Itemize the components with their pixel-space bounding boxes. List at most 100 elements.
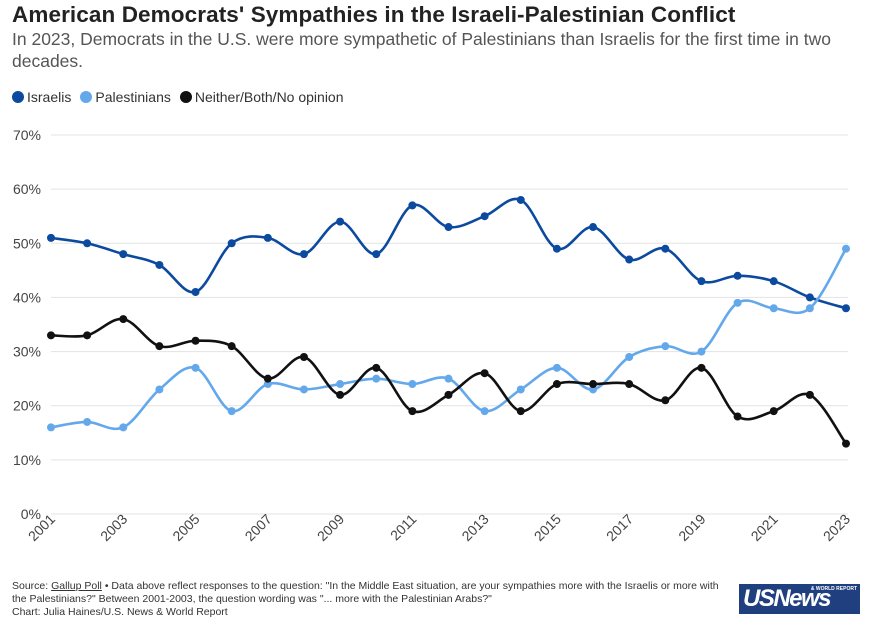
point-israelis-2018 bbox=[661, 244, 670, 253]
point-israelis-2009 bbox=[336, 217, 345, 226]
point-neither-2010 bbox=[372, 363, 381, 372]
x-tick-label: 2013 bbox=[458, 511, 491, 544]
point-neither-2009 bbox=[336, 390, 345, 399]
point-palestinians-2013 bbox=[480, 407, 489, 416]
chart-title: American Democrats' Sympathies in the Is… bbox=[12, 2, 736, 27]
point-israelis-2006 bbox=[227, 239, 236, 248]
point-israelis-2013 bbox=[480, 212, 489, 221]
point-neither-2012 bbox=[444, 390, 453, 399]
point-neither-2007 bbox=[263, 374, 272, 383]
point-palestinians-2009 bbox=[336, 380, 345, 389]
footer: Source: Gallup Poll • Data above reflect… bbox=[12, 580, 732, 619]
point-palestinians-2020 bbox=[733, 298, 742, 307]
point-neither-2014 bbox=[516, 407, 525, 416]
point-neither-2021 bbox=[769, 407, 778, 416]
legend-item-palestinians[interactable]: Palestinians bbox=[80, 89, 171, 105]
point-israelis-2022 bbox=[805, 293, 814, 302]
point-israelis-2015 bbox=[552, 244, 561, 253]
series-line-israelis bbox=[50, 197, 847, 310]
point-palestinians-2005 bbox=[191, 363, 200, 372]
y-tick-label: 10% bbox=[13, 452, 41, 468]
point-neither-2020 bbox=[733, 412, 742, 421]
point-neither-2002 bbox=[83, 331, 92, 340]
point-neither-2022 bbox=[805, 390, 814, 399]
point-israelis-2016 bbox=[589, 223, 598, 232]
line-chart: 0%10%20%30%40%50%60%70%2001 2003 2005 2007 2… bbox=[13, 127, 853, 544]
legend-item-israelis[interactable]: Israelis bbox=[12, 89, 71, 105]
point-palestinians-2022 bbox=[805, 304, 814, 313]
point-israelis-2008 bbox=[299, 250, 308, 259]
source-label: Source: bbox=[12, 580, 49, 592]
y-tick-label: 0% bbox=[21, 506, 41, 522]
legend-label-palestinians: Palestinians bbox=[95, 89, 171, 105]
y-tick-label: 70% bbox=[13, 127, 41, 143]
point-israelis-2011 bbox=[408, 201, 417, 210]
point-palestinians-2018 bbox=[661, 342, 670, 351]
point-israelis-2023 bbox=[842, 304, 850, 313]
point-neither-2004 bbox=[155, 342, 164, 351]
point-israelis-2020 bbox=[733, 271, 742, 280]
legend: Israelis Palestinians Neither/Both/No op… bbox=[12, 89, 353, 105]
point-palestinians-2008 bbox=[299, 385, 308, 394]
legend-label-israelis: Israelis bbox=[27, 89, 72, 105]
x-tick-label: 2003 bbox=[97, 511, 130, 544]
y-tick-label: 50% bbox=[13, 235, 41, 251]
logo-tagline: & WORLD REPORT bbox=[810, 586, 857, 592]
point-neither-2005 bbox=[191, 336, 200, 345]
point-palestinians-2023 bbox=[842, 244, 850, 253]
y-tick-label: 60% bbox=[13, 181, 41, 197]
point-israelis-2012 bbox=[444, 223, 453, 232]
x-tick-label: 2023 bbox=[820, 511, 853, 544]
point-israelis-2019 bbox=[697, 277, 706, 286]
point-palestinians-2002 bbox=[83, 417, 92, 426]
point-palestinians-2017 bbox=[625, 352, 634, 361]
y-tick-label: 30% bbox=[13, 344, 41, 360]
legend-swatch-israelis bbox=[12, 91, 24, 103]
point-neither-2016 bbox=[589, 380, 598, 389]
x-tick-label: 2011 bbox=[387, 511, 420, 544]
point-neither-2017 bbox=[625, 380, 634, 389]
point-palestinians-2001 bbox=[47, 423, 55, 432]
point-neither-2006 bbox=[227, 342, 236, 351]
point-palestinians-2012 bbox=[444, 374, 453, 383]
point-neither-2001 bbox=[47, 331, 55, 340]
x-tick-label: 2021 bbox=[748, 511, 781, 544]
point-palestinians-2010 bbox=[372, 374, 381, 383]
y-tick-label: 20% bbox=[13, 398, 41, 414]
point-palestinians-2014 bbox=[516, 385, 525, 394]
usnews-logo: USNews & WORLD REPORT bbox=[739, 584, 860, 614]
point-israelis-2010 bbox=[372, 250, 381, 259]
point-israelis-2003 bbox=[119, 250, 128, 259]
chart-subtitle: In 2023, Democrats in the U.S. were more… bbox=[12, 29, 831, 71]
x-tick-label: 2007 bbox=[242, 511, 275, 544]
point-palestinians-2003 bbox=[119, 423, 128, 432]
source-link[interactable]: Gallup Poll bbox=[51, 580, 102, 592]
point-israelis-2002 bbox=[83, 239, 92, 248]
point-neither-2018 bbox=[661, 396, 670, 405]
logo-wordmark: USNews bbox=[743, 585, 832, 612]
x-tick-label: 2005 bbox=[169, 511, 202, 544]
point-palestinians-2019 bbox=[697, 347, 706, 356]
point-israelis-2007 bbox=[263, 233, 272, 242]
y-tick-label: 40% bbox=[13, 289, 41, 305]
point-palestinians-2015 bbox=[552, 363, 561, 372]
point-israelis-2021 bbox=[769, 277, 778, 286]
point-israelis-2017 bbox=[625, 255, 634, 264]
point-israelis-2001 bbox=[47, 233, 55, 242]
x-tick-label: 2015 bbox=[531, 511, 564, 544]
point-palestinians-2004 bbox=[155, 385, 164, 394]
x-tick-label: 2017 bbox=[603, 511, 636, 544]
source-note: • Data above reflect responses to the qu… bbox=[12, 580, 719, 605]
point-israelis-2014 bbox=[516, 195, 525, 204]
point-neither-2019 bbox=[697, 363, 706, 372]
point-palestinians-2011 bbox=[408, 380, 417, 389]
x-tick-label: 2009 bbox=[314, 511, 347, 544]
point-palestinians-2006 bbox=[227, 407, 236, 416]
legend-swatch-neither bbox=[179, 91, 192, 103]
point-neither-2008 bbox=[299, 352, 308, 361]
footer-source: Source: Gallup Poll • Data above reflect… bbox=[12, 580, 732, 606]
point-neither-2023 bbox=[842, 439, 850, 448]
point-israelis-2005 bbox=[191, 288, 200, 297]
point-neither-2013 bbox=[480, 369, 489, 378]
legend-item-neither[interactable]: Neither/Both/No opinion bbox=[179, 89, 344, 105]
